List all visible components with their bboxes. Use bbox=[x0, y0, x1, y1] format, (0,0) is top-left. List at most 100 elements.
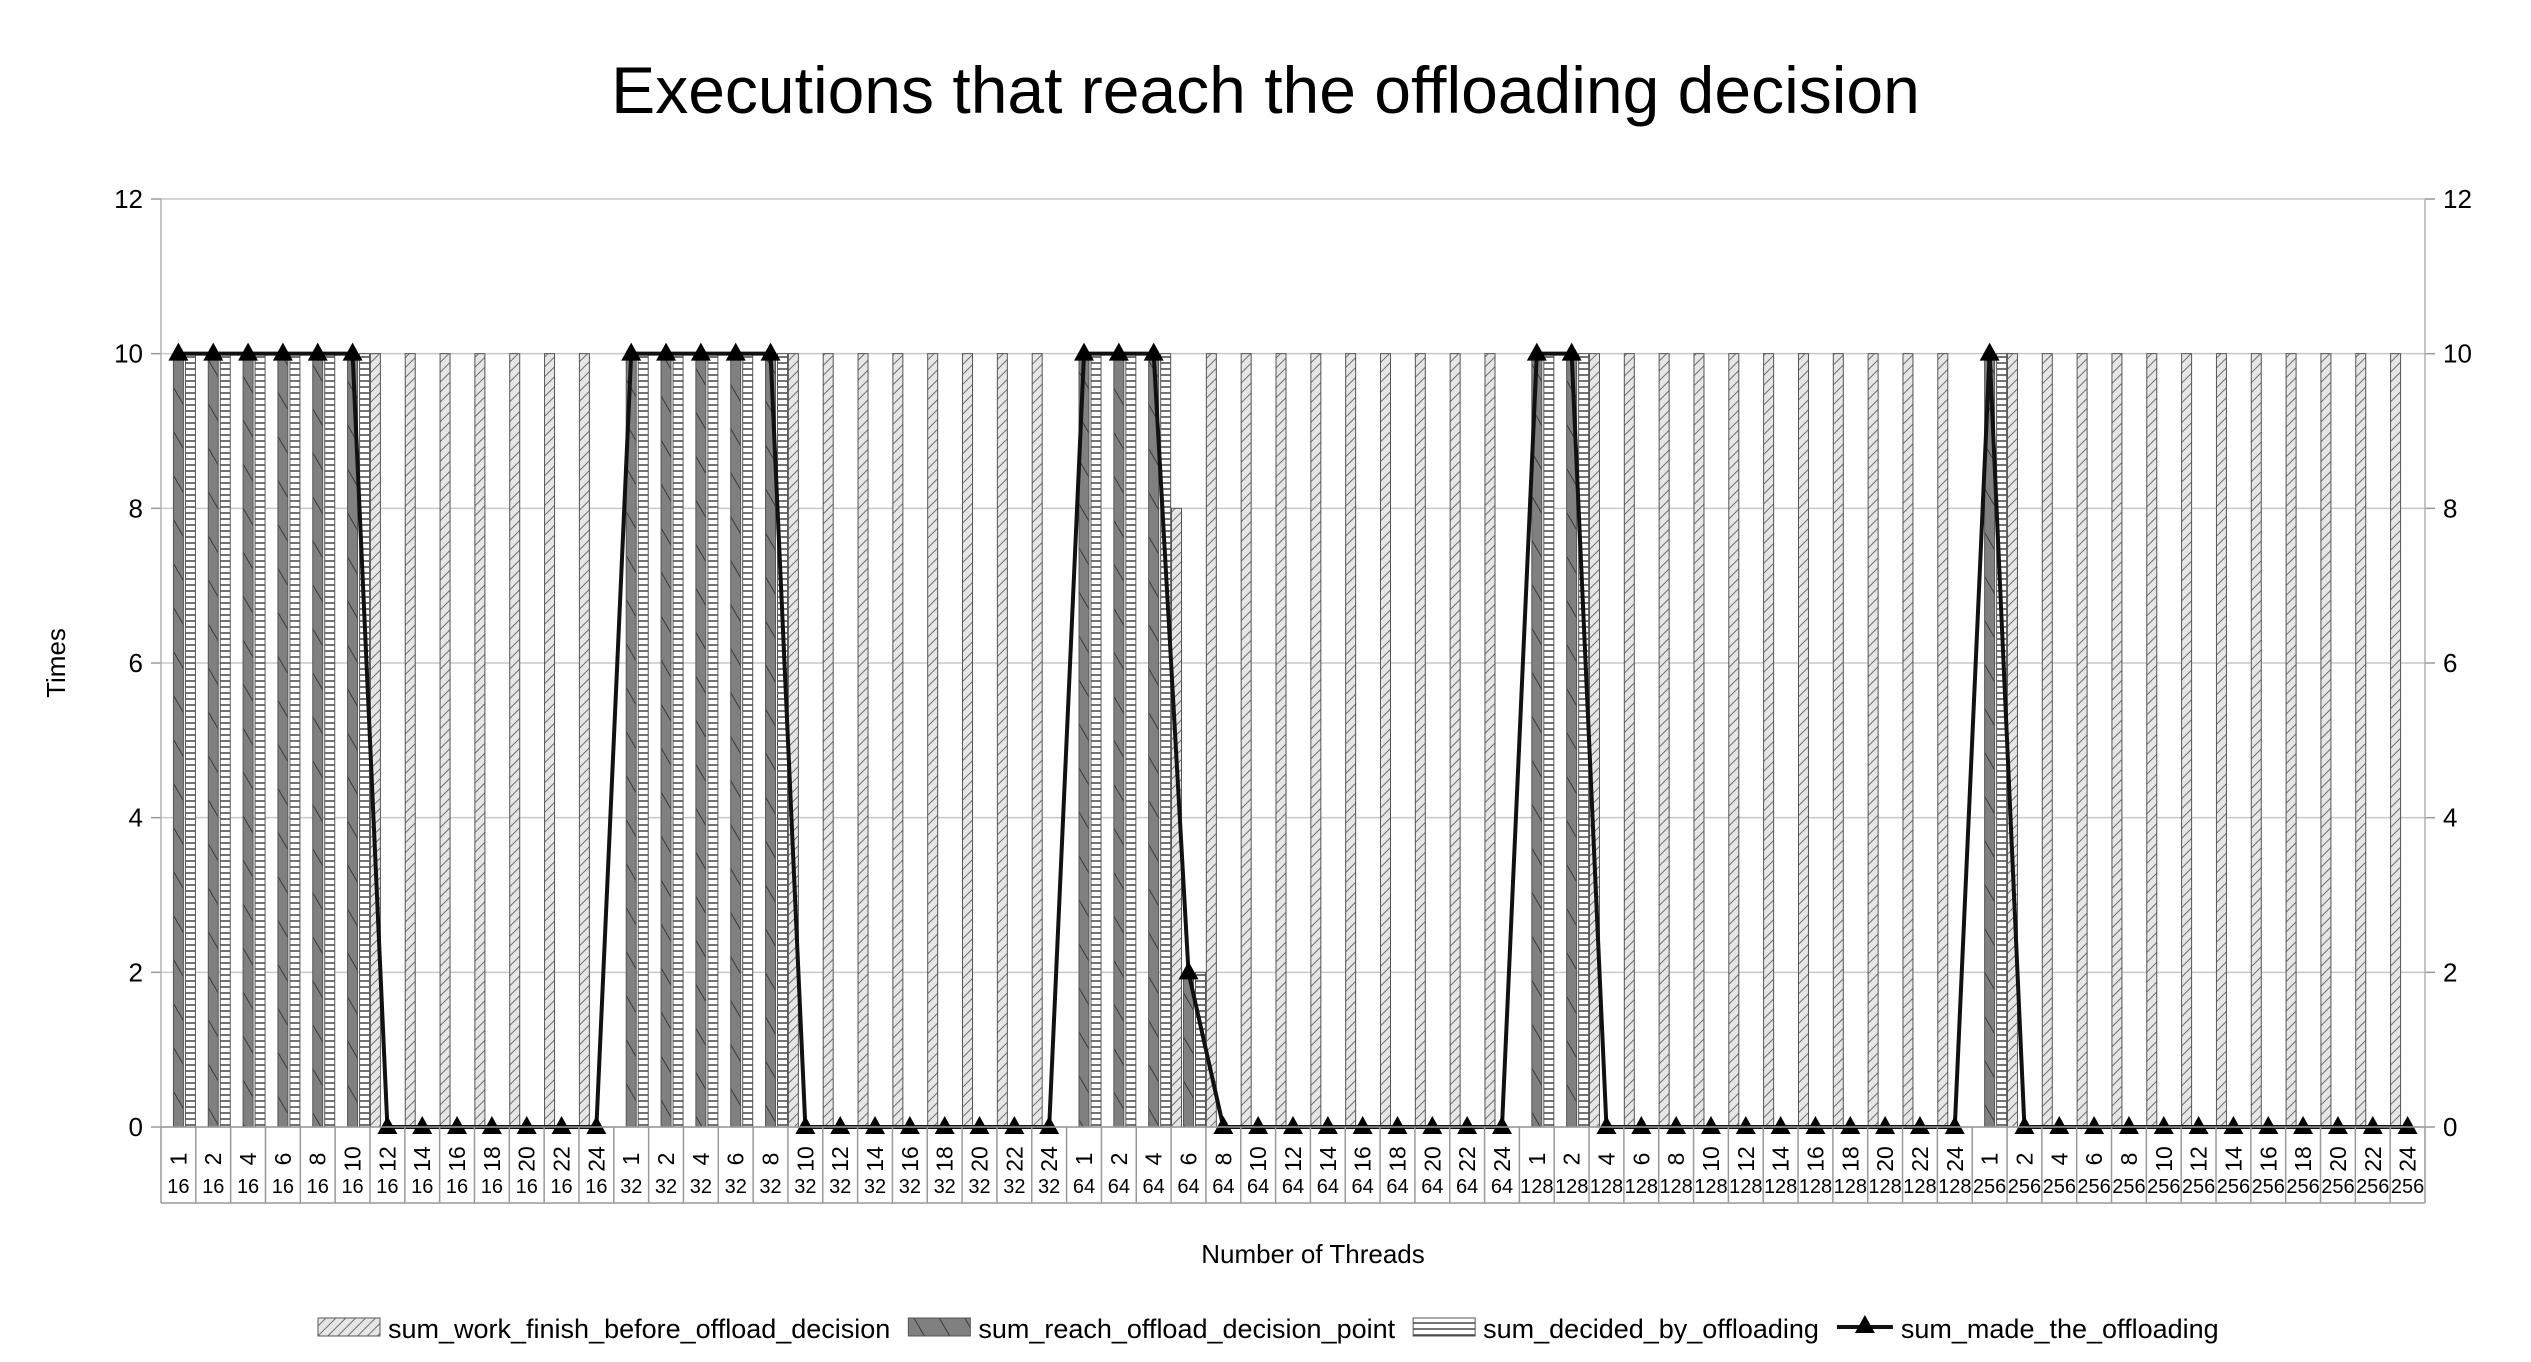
y2-tick-label: 8 bbox=[2443, 493, 2457, 523]
x-tick-label-threads: 20 bbox=[1419, 1146, 1445, 1172]
x-tick-label-group: 32 bbox=[934, 1176, 956, 1198]
bar-sum_work_finish_before_offload_decision bbox=[1797, 353, 1809, 1128]
point-sum_made_the_offloading bbox=[551, 1116, 572, 1134]
x-tick-label-threads: 14 bbox=[409, 1146, 435, 1172]
x-tick-label-group: 128 bbox=[1694, 1176, 1727, 1198]
x-tick-label-group: 64 bbox=[1108, 1176, 1130, 1198]
point-sum_made_the_offloading bbox=[2293, 1116, 2314, 1134]
x-tick-label-threads: 2 bbox=[1106, 1153, 1132, 1166]
legend-label: sum_work_finish_before_offload_decision bbox=[388, 1314, 890, 1344]
y-tick-label: 6 bbox=[129, 648, 143, 678]
point-sum_made_the_offloading bbox=[690, 342, 711, 361]
bar-sum_work_finish_before_offload_decision bbox=[2250, 353, 2262, 1128]
y-tick-label: 12 bbox=[114, 184, 143, 214]
point-sum_made_the_offloading bbox=[1944, 1116, 1965, 1134]
bar-sum_work_finish_before_offload_decision bbox=[2320, 353, 2332, 1128]
x-tick-label-threads: 4 bbox=[1593, 1152, 1619, 1165]
x-tick-label-threads: 22 bbox=[1454, 1146, 1480, 1172]
x-tick-label-group: 16 bbox=[341, 1176, 363, 1198]
bar-sum_work_finish_before_offload_decision bbox=[1414, 353, 1426, 1128]
y2-tick-label: 4 bbox=[2443, 803, 2457, 833]
x-tick-label-threads: 22 bbox=[1907, 1146, 1933, 1172]
bar-sum_work_finish_before_offload_decision bbox=[1275, 353, 1287, 1128]
point-sum_made_the_offloading bbox=[1004, 1116, 1025, 1134]
x-tick-label-threads: 20 bbox=[514, 1146, 540, 1172]
bar-sum_work_finish_before_offload_decision bbox=[2146, 353, 2158, 1128]
x-tick-label-threads: 12 bbox=[2186, 1146, 2212, 1172]
y2-tick-label: 12 bbox=[2443, 184, 2472, 214]
point-sum_made_the_offloading bbox=[1526, 342, 1547, 361]
x-tick-label-group: 32 bbox=[655, 1176, 677, 1198]
x-tick-label-threads: 6 bbox=[1628, 1153, 1654, 1166]
point-sum_made_the_offloading bbox=[2084, 1116, 2105, 1134]
x-tick-label-group: 32 bbox=[620, 1176, 642, 1198]
x-tick-label-threads: 1 bbox=[1071, 1153, 1097, 1166]
x-tick-label-threads: 10 bbox=[1245, 1146, 1271, 1172]
x-axis-title: Number of Threads bbox=[1201, 1239, 1425, 1269]
bar-sum_work_finish_before_offload_decision bbox=[474, 353, 486, 1128]
bar-sum_work_finish_before_offload_decision bbox=[1763, 353, 1775, 1128]
bar-sum_work_finish_before_offload_decision bbox=[1240, 353, 1252, 1128]
x-tick-label-threads: 22 bbox=[1001, 1146, 1027, 1172]
x-tick-label-threads: 10 bbox=[792, 1146, 818, 1172]
x-tick-label-group: 128 bbox=[1659, 1176, 1692, 1198]
bar-sum_work_finish_before_offload_decision bbox=[1832, 353, 1844, 1128]
x-tick-label-threads: 14 bbox=[1768, 1146, 1794, 1172]
x-tick-label-threads: 24 bbox=[1036, 1146, 1062, 1172]
bar-sum_decided_by_offloading bbox=[1090, 353, 1102, 1128]
x-tick-label-threads: 24 bbox=[1489, 1146, 1515, 1172]
x-tick-label-threads: 2 bbox=[653, 1153, 679, 1166]
point-sum_made_the_offloading bbox=[2362, 1116, 2383, 1134]
x-tick-label-group: 128 bbox=[1938, 1176, 1971, 1198]
point-sum_made_the_offloading bbox=[168, 342, 189, 361]
legend-label: sum_made_the_offloading bbox=[1901, 1314, 2219, 1344]
legend-marker bbox=[1854, 1315, 1875, 1333]
point-sum_made_the_offloading bbox=[238, 342, 259, 361]
bar-sum_work_finish_before_offload_decision bbox=[578, 353, 590, 1128]
bar-sum_reach_offload_decision_point bbox=[1113, 353, 1125, 1128]
axis-layer: 0246810120246810121162164166168161016121… bbox=[41, 184, 2472, 1269]
x-tick-label-group: 16 bbox=[376, 1176, 398, 1198]
x-tick-label-threads: 12 bbox=[374, 1146, 400, 1172]
x-tick-label-threads: 20 bbox=[967, 1146, 993, 1172]
point-sum_made_the_offloading bbox=[1770, 1116, 1791, 1134]
y2-tick-label: 10 bbox=[2443, 339, 2472, 369]
x-tick-label-threads: 4 bbox=[2046, 1152, 2072, 1165]
x-tick-label-threads: 18 bbox=[479, 1146, 505, 1172]
bar-sum_decided_by_offloading bbox=[637, 353, 649, 1128]
x-tick-label-threads: 1 bbox=[1977, 1153, 2003, 1166]
bar-sum_reach_offload_decision_point bbox=[312, 353, 324, 1128]
x-tick-label-group: 64 bbox=[1456, 1176, 1478, 1198]
x-tick-label-group: 128 bbox=[1555, 1176, 1588, 1198]
x-tick-label-threads: 18 bbox=[1384, 1146, 1410, 1172]
x-tick-label-group: 128 bbox=[1729, 1176, 1762, 1198]
x-tick-label-threads: 12 bbox=[1733, 1146, 1759, 1172]
bar-sum_work_finish_before_offload_decision bbox=[822, 353, 834, 1128]
bar-sum_work_finish_before_offload_decision bbox=[1693, 353, 1705, 1128]
x-tick-label-threads: 24 bbox=[2395, 1146, 2421, 1172]
x-tick-label-threads: 10 bbox=[340, 1146, 366, 1172]
bar-sum_decided_by_offloading bbox=[289, 353, 301, 1128]
x-tick-label-group: 32 bbox=[1003, 1176, 1025, 1198]
bar-sum_reach_offload_decision_point bbox=[207, 353, 219, 1128]
bar-sum_work_finish_before_offload_decision bbox=[927, 353, 939, 1128]
x-tick-label-threads: 16 bbox=[2255, 1146, 2281, 1172]
x-tick-label-threads: 10 bbox=[2151, 1146, 2177, 1172]
x-tick-label-group: 32 bbox=[968, 1176, 990, 1198]
bar-sum_reach_offload_decision_point bbox=[172, 353, 184, 1128]
x-tick-label-threads: 20 bbox=[2325, 1146, 2351, 1172]
x-tick-label-threads: 2 bbox=[2011, 1153, 2037, 1166]
x-tick-label-group: 64 bbox=[1212, 1176, 1234, 1198]
point-sum_made_the_offloading bbox=[1491, 1116, 1512, 1134]
bar-sum_work_finish_before_offload_decision bbox=[1484, 353, 1496, 1128]
x-tick-label-threads: 1 bbox=[165, 1153, 191, 1166]
point-sum_made_the_offloading bbox=[1178, 961, 1199, 980]
bar-sum_work_finish_before_offload_decision bbox=[1345, 353, 1357, 1128]
point-sum_made_the_offloading bbox=[1909, 1116, 1930, 1134]
x-tick-label-group: 256 bbox=[1973, 1176, 2006, 1198]
x-tick-label-threads: 6 bbox=[270, 1153, 296, 1166]
legend-item: sum_reach_offload_decision_point bbox=[907, 1314, 1396, 1344]
point-sum_made_the_offloading bbox=[377, 1116, 398, 1134]
point-sum_made_the_offloading bbox=[795, 1116, 816, 1134]
